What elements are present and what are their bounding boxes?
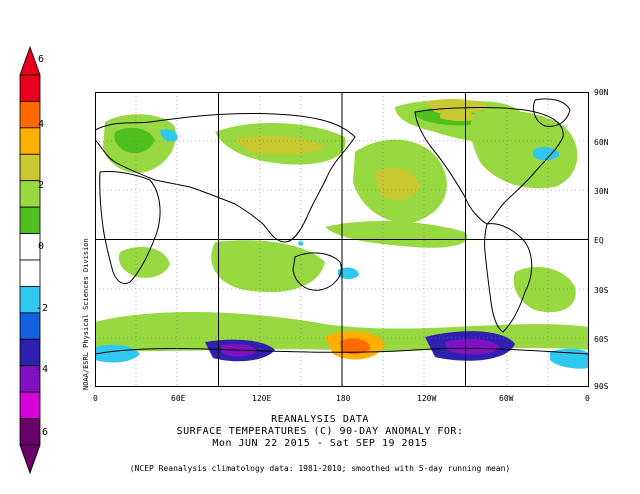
- lon-label: 180: [336, 394, 351, 403]
- anomaly-patch: [114, 127, 155, 154]
- colorbar-segment: [19, 206, 41, 234]
- anomaly-patch: [338, 267, 359, 280]
- credit-text: NOAA/ESRL Physical Sciences Division: [82, 238, 90, 390]
- colorbar-segment: [19, 259, 41, 287]
- grid: [95, 92, 589, 387]
- anomaly-field: [95, 98, 589, 369]
- anomaly-patch: [298, 241, 304, 246]
- map-panel: [95, 92, 589, 387]
- title-line-2: SURFACE TEMPERATURES (C) 90-DAY ANOMALY …: [176, 426, 464, 437]
- lon-label: 60E: [171, 394, 186, 403]
- colorbar-segment: [19, 233, 41, 261]
- anomaly-patch: [470, 110, 578, 189]
- lat-label: EQ: [594, 236, 604, 245]
- colorbar-segment: [19, 153, 41, 182]
- anomaly-patch: [340, 338, 371, 355]
- lat-label: 60S: [594, 335, 609, 344]
- lon-label: 0: [93, 394, 98, 403]
- lat-label: 90N: [594, 88, 609, 97]
- colorbar-bottom-arrow: [19, 444, 41, 475]
- anomaly-patch: [425, 98, 490, 115]
- climatology-note: (NCEP Reanalysis climatology data: 1981-…: [129, 464, 511, 473]
- title-line-1: REANALYSIS DATA: [271, 414, 369, 425]
- title-line-3: Mon JUN 22 2015 - Sat SEP 19 2015: [212, 438, 428, 449]
- lon-label: 120E: [252, 394, 272, 403]
- colorbar-label: 0: [38, 241, 45, 252]
- colorbar-segment: [19, 101, 41, 129]
- colorbar-label: 2: [38, 180, 45, 191]
- anomaly-patch: [445, 338, 500, 355]
- colorbar-label: 6: [38, 54, 45, 65]
- lat-label: 30N: [594, 187, 609, 196]
- colorbar: [19, 45, 41, 475]
- anomaly-patch: [533, 146, 560, 161]
- lon-label: 120W: [417, 394, 437, 403]
- colorbar-segment: [19, 127, 41, 155]
- anomaly-patch: [375, 167, 420, 201]
- colorbar-label: 4: [38, 119, 45, 130]
- colorbar-segment: [19, 74, 41, 102]
- colorbar-label: -4: [36, 364, 49, 375]
- lat-label: 90S: [594, 382, 609, 391]
- map-frame: [95, 92, 589, 387]
- coastlines: [95, 98, 589, 355]
- colorbar-segment: [19, 180, 41, 208]
- anomaly-patch: [160, 129, 178, 142]
- lon-label: 60W: [499, 394, 514, 403]
- colorbar-segment: [19, 312, 41, 340]
- lat-label: 60N: [594, 138, 609, 147]
- colorbar-label: -6: [36, 427, 49, 438]
- anomaly-patch: [95, 344, 140, 363]
- colorbar-top-arrow: [19, 45, 41, 76]
- anomaly-patch: [325, 220, 468, 248]
- anomaly-patch: [513, 267, 576, 313]
- anomaly-patch: [235, 135, 325, 155]
- colorbar-segment: [19, 338, 41, 367]
- lon-label: 0: [585, 394, 590, 403]
- colorbar-label: -2: [36, 303, 49, 314]
- lat-label: 30S: [594, 286, 609, 295]
